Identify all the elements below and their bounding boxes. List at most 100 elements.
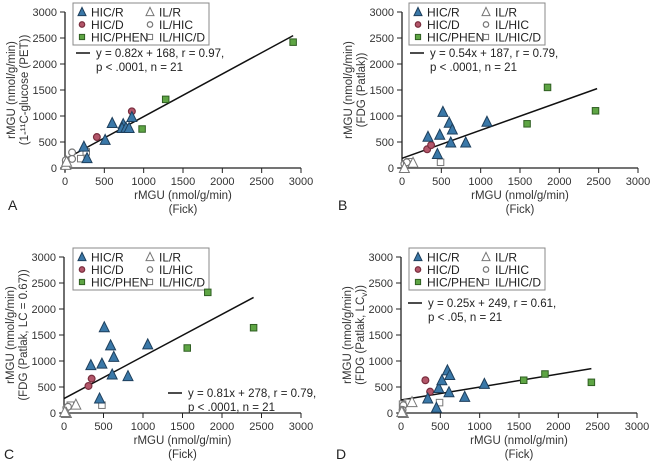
- legend-label: HIC/R: [91, 6, 124, 20]
- legend-label: HIC/D: [91, 18, 124, 32]
- data-point-hic-phen: [138, 125, 146, 133]
- legend-box: [72, 2, 210, 46]
- data-point-hic-r: [432, 381, 445, 394]
- legend-marker-il-hic-d: [482, 33, 490, 41]
- data-point-hic-r: [107, 350, 120, 362]
- legend-label: HIC/PHEN: [91, 276, 148, 290]
- x-tick-label: 3000: [289, 176, 313, 188]
- x-tick-label: 3000: [626, 176, 650, 188]
- data-point-il-r: [395, 405, 408, 417]
- panel-b: 0 500 1000 1500 2000 2500 3000 0 500 1000 1500 2000…: [338, 2, 650, 216]
- data-point-hic-r: [85, 358, 97, 371]
- x-tick-label: 2500: [586, 176, 610, 188]
- x-tick-label: 0: [399, 176, 405, 188]
- data-point-hic-phen: [523, 120, 531, 128]
- legend-label: IL/R: [159, 6, 181, 20]
- legend-label: IL/HIC/D: [159, 31, 205, 45]
- data-point-il-hic-d: [436, 158, 445, 167]
- y-tick-label: 2500: [33, 33, 57, 45]
- x-tick-label: 500: [94, 421, 112, 433]
- y-tick-label: 1000: [33, 111, 57, 123]
- x-axis-subtitle: (Fick): [168, 449, 197, 461]
- y-tick-label: 1500: [370, 85, 394, 97]
- x-tick-label: 1000: [468, 176, 492, 188]
- y-tick-label: 2000: [32, 304, 56, 316]
- data-point-hic-r: [433, 128, 446, 140]
- x-tick-label: 2000: [210, 421, 234, 433]
- y-tick-label: 1500: [33, 85, 57, 97]
- x-axis-subtitle: (Fick): [169, 204, 198, 216]
- data-point-il-r: [407, 156, 419, 168]
- legend-marker-il-hic: [482, 266, 490, 273]
- regression-equation: p < .0001, n = 21: [188, 402, 275, 414]
- x-tick-label: 1500: [508, 176, 532, 188]
- data-point-hic-phen: [591, 107, 600, 115]
- y-tick-label: 1000: [369, 356, 393, 368]
- panel-d: 0 500 1000 1500 2000 2500 3000 0 500 1000 1500 2000…: [336, 247, 649, 461]
- regression-equation: y = 0.25x + 249, r = 0.61,: [428, 298, 556, 310]
- x-axis-title: rMGU (nmol/g/min): [134, 435, 232, 447]
- panel-letter: C: [4, 446, 14, 461]
- x-axis-subtitle: (Fick): [506, 204, 535, 216]
- legend-label: IL/HIC/D: [159, 276, 205, 290]
- panel-letter: D: [336, 446, 346, 461]
- x-tick-label: 500: [431, 421, 449, 433]
- y-tick-label: 2500: [32, 278, 56, 290]
- data-point-hic-d: [92, 133, 101, 142]
- x-axis-title: rMGU (nmol/g/min): [470, 435, 568, 447]
- data-point-il-hic: [68, 154, 77, 163]
- x-tick-label: 1000: [131, 176, 155, 188]
- legend-label: HIC/D: [427, 18, 460, 32]
- data-point-hic-r: [141, 337, 154, 350]
- data-point-hic-d: [427, 141, 436, 150]
- x-tick-label: 1500: [171, 176, 195, 188]
- panel-letter: B: [338, 197, 347, 213]
- legend-marker-il-hic-d: [146, 278, 154, 286]
- data-point-il-r: [398, 161, 411, 173]
- data-point-hic-phen: [543, 83, 552, 92]
- legend-marker-il-hic-d: [482, 278, 490, 286]
- x-tick-label: 1000: [467, 421, 491, 433]
- legend-marker-hic-r: [77, 6, 87, 17]
- data-point-hic-r: [123, 121, 135, 133]
- legend-label: HIC/R: [427, 251, 460, 265]
- y-tick-label: 2500: [370, 33, 394, 45]
- data-point-il-hic: [68, 148, 77, 157]
- data-point-hic-phen: [519, 376, 528, 384]
- x-tick-label: 0: [61, 421, 67, 433]
- legend-marker-il-hic-d: [146, 33, 154, 41]
- x-tick-label: 1500: [170, 421, 194, 433]
- panel-letter: A: [8, 197, 18, 213]
- regression-line: [63, 296, 254, 400]
- y-tick-label: 0: [388, 163, 394, 175]
- legend-label: HIC/R: [91, 251, 124, 265]
- y-tick-label: 2000: [369, 304, 393, 316]
- data-point-hic-r: [478, 377, 491, 389]
- x-tick-label: 2500: [249, 176, 273, 188]
- x-tick-label: 500: [95, 176, 113, 188]
- legend-label: IL/HIC: [495, 263, 529, 277]
- data-point-hic-phen: [161, 95, 170, 104]
- y-tick-label: 1000: [32, 356, 56, 368]
- data-point-hic-r: [93, 391, 106, 404]
- data-point-hic-r: [126, 110, 138, 123]
- y-axis-subtitle: (FDG (Patlak, LC = 0.67)): [18, 269, 30, 400]
- data-point-hic-r: [99, 133, 111, 145]
- y-axis-title: rMGU (nmol/g/min): [5, 286, 17, 384]
- legend-label: IL/HIC: [159, 263, 193, 277]
- x-axis-subtitle: (Fick): [505, 449, 534, 461]
- legend-label: HIC/R: [427, 6, 460, 20]
- data-point-hic-r: [443, 368, 456, 381]
- data-point-hic-r: [481, 115, 493, 127]
- y-tick-label: 1500: [32, 330, 56, 342]
- data-point-hic-r: [446, 122, 459, 135]
- data-point-hic-phen: [249, 323, 258, 332]
- y-tick-label: 3000: [369, 252, 393, 264]
- data-point-hic-r: [444, 135, 457, 148]
- y-tick-label: 3000: [32, 252, 56, 264]
- legend-box: [408, 2, 546, 46]
- legend-marker-hic-phen: [414, 278, 422, 286]
- x-tick-label: 3000: [289, 421, 313, 433]
- x-tick-label: 2000: [546, 421, 570, 433]
